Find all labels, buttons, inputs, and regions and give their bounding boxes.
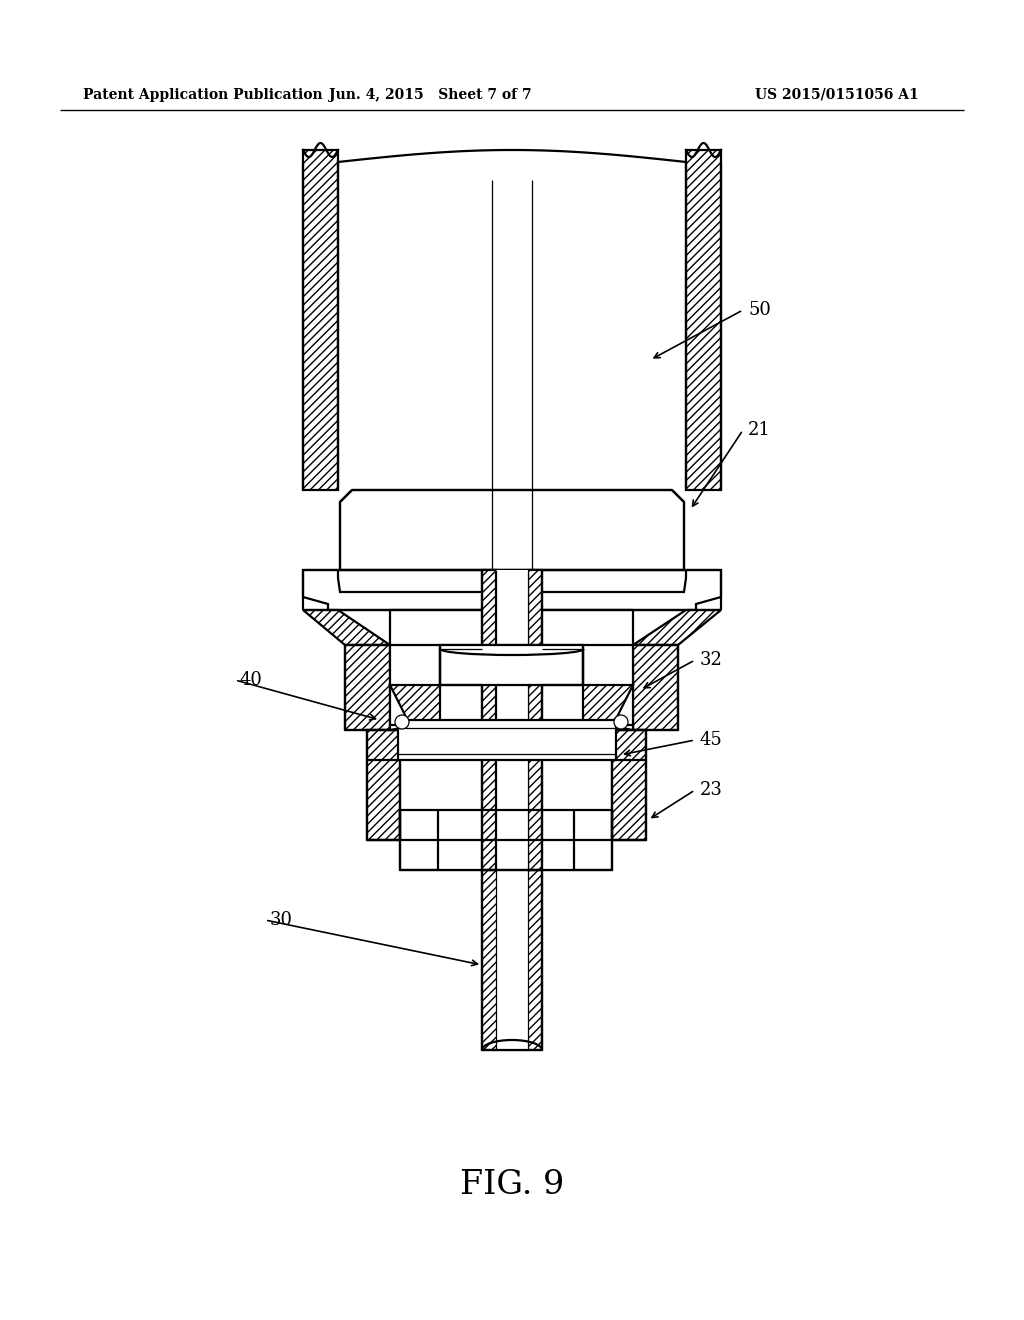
Text: 30: 30 [270,911,293,929]
Bar [482,870,542,1049]
Polygon shape [340,490,684,570]
Polygon shape [303,570,721,610]
Polygon shape [598,725,633,730]
Bar [496,870,528,1049]
Bar [345,645,390,730]
Bar [633,645,678,730]
Bar [400,810,612,870]
Bar [398,719,616,760]
Polygon shape [390,725,425,730]
Bar [528,570,542,870]
Text: Patent Application Publication: Patent Application Publication [83,88,323,102]
Bar [390,645,633,730]
Polygon shape [390,685,440,730]
Text: 32: 32 [700,651,723,669]
Bar [390,610,633,645]
Text: 45: 45 [700,731,723,748]
Bar [440,645,583,685]
Circle shape [614,715,628,729]
Text: US 2015/0151056 A1: US 2015/0151056 A1 [755,88,919,102]
Polygon shape [633,610,721,645]
Polygon shape [303,610,390,645]
Bar [438,810,574,870]
Bar [303,150,338,490]
Text: FIG. 9: FIG. 9 [460,1170,564,1201]
Text: Jun. 4, 2015   Sheet 7 of 7: Jun. 4, 2015 Sheet 7 of 7 [329,88,531,102]
Text: 40: 40 [240,671,263,689]
Bar [482,570,496,870]
Bar [367,730,646,840]
Bar [686,150,721,490]
Circle shape [395,715,409,729]
Text: 50: 50 [748,301,771,319]
Text: 23: 23 [700,781,723,799]
Polygon shape [583,685,633,730]
Bar [496,570,528,870]
Bar [400,730,612,840]
Text: 21: 21 [748,421,771,440]
Bar [338,150,686,490]
